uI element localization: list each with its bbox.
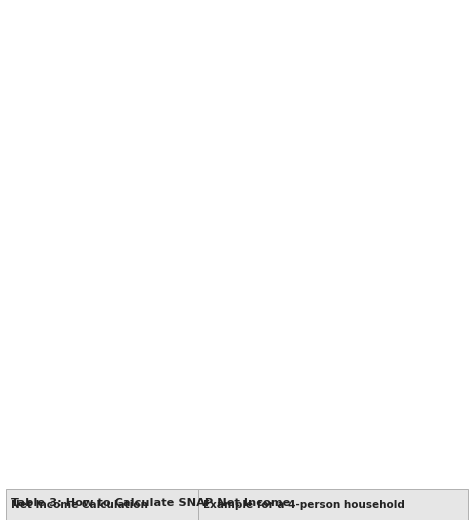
Text: Example for a 4-person household: Example for a 4-person household	[203, 500, 405, 510]
Bar	[6, 489, 198, 520]
Text: Net Income Calculation: Net Income Calculation	[11, 500, 148, 510]
Bar	[198, 489, 468, 520]
Text: Table 3: How to Calculate SNAP Net Income: Table 3: How to Calculate SNAP Net Incom…	[11, 498, 291, 508]
